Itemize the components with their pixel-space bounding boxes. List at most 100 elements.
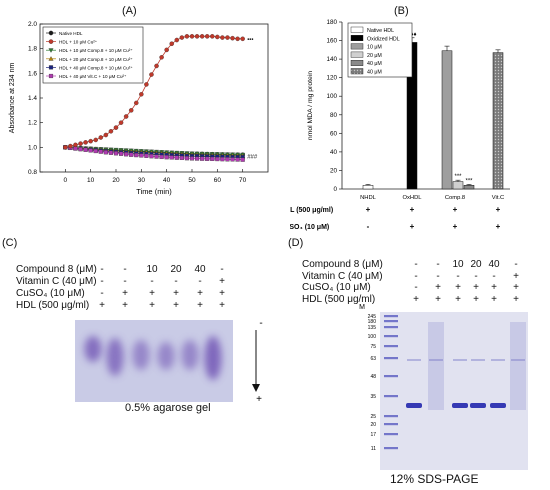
condition-value: + — [491, 282, 497, 293]
data-point — [154, 154, 159, 159]
data-point — [103, 150, 108, 155]
data-point — [123, 114, 129, 119]
condition-value: 10 — [146, 264, 158, 275]
condition-value: - — [198, 276, 202, 287]
data-point — [179, 35, 185, 40]
legend-swatch — [350, 26, 364, 33]
marker-size-label: 245 — [368, 314, 377, 320]
condition-value: + — [410, 205, 415, 214]
data-point — [139, 153, 144, 158]
x-tick-label: 0 — [64, 177, 68, 184]
legend-item: HDL + 10 μM Cu²⁺ — [46, 39, 98, 45]
data-point — [154, 63, 159, 69]
data-point — [88, 148, 93, 153]
data-point — [113, 125, 119, 130]
x-tick-label: OxHDL — [402, 195, 422, 201]
condition-value: - — [436, 259, 440, 270]
data-point — [48, 48, 54, 53]
smear-band — [510, 322, 526, 410]
bar-comp8 — [452, 181, 464, 190]
y-tick-label: 1.6 — [28, 70, 37, 77]
y-tick-label: 0.8 — [28, 169, 37, 176]
data-point — [225, 157, 230, 162]
marker-size-label: 63 — [370, 356, 376, 362]
condition-value: + — [435, 293, 441, 305]
condition-value: + — [122, 288, 128, 299]
line-chart-a: 0 10 20 30 40 50 60 70 0.8 1.0 1.2 1.4 1.6 1.8 2.0 Time… — [9, 21, 269, 196]
legend: Native HDL HDL + 10 μM Cu²⁺ HDL + 10 μM Co… — [42, 26, 144, 84]
condition-value: + — [99, 300, 105, 311]
data-point — [194, 156, 200, 161]
legend: Native HDL Oxidized HDL 10 μM 20 μM 40 μM 40 … — [347, 22, 413, 78]
condition-value: - — [123, 276, 127, 287]
data-point — [164, 155, 169, 160]
condition-value: + — [473, 282, 479, 293]
condition-value: - — [174, 276, 178, 287]
condition-value: 40 — [194, 264, 206, 275]
legend-swatch — [350, 43, 364, 50]
data-point — [220, 35, 225, 40]
data-point — [215, 34, 220, 40]
marker-band — [384, 326, 398, 329]
x-tick-label: 20 — [112, 177, 120, 184]
data-point — [83, 140, 88, 145]
condition-value: + — [453, 205, 458, 214]
legend-label: 20 μM — [367, 53, 382, 59]
y-tick-label: 120 — [326, 75, 337, 82]
marker-band — [384, 320, 398, 323]
data-point — [48, 30, 54, 36]
panel-b-label: (B) — [394, 5, 409, 17]
condition-value: + — [197, 300, 203, 311]
faint-band — [407, 359, 421, 361]
data-point — [240, 36, 245, 42]
panel-d-label: (D) — [288, 237, 304, 249]
apoA-I-band — [452, 403, 468, 408]
gel-band — [106, 338, 124, 376]
condition-value: + — [473, 293, 479, 305]
data-point — [103, 132, 109, 138]
x-tick-label: 70 — [239, 177, 247, 184]
legend-label: Oxidized HDL — [367, 36, 400, 42]
data-point — [93, 137, 99, 143]
condition-value: - — [123, 264, 127, 275]
data-point — [169, 41, 175, 47]
marker-band — [384, 423, 398, 426]
marker-band — [384, 357, 398, 360]
faint-band — [491, 359, 505, 361]
condition-value: + — [455, 293, 461, 305]
data-point — [118, 151, 124, 156]
data-point — [205, 156, 210, 161]
faint-band — [453, 359, 467, 361]
data-point — [48, 56, 54, 61]
data-point — [133, 100, 139, 106]
data-point — [235, 36, 240, 42]
condition-value: + — [513, 270, 519, 282]
condition-value: - — [220, 264, 224, 275]
data-point — [118, 120, 124, 125]
legend-item: Native HDL — [46, 30, 83, 36]
marker-band — [384, 345, 398, 348]
data-point — [73, 146, 78, 151]
condition-label: CuSO₄ (10 μM) — [302, 282, 371, 293]
data-point — [63, 145, 68, 150]
legend-swatch — [350, 51, 364, 58]
y-tick-label: 1.2 — [28, 120, 37, 127]
marker-band — [384, 415, 398, 418]
condition-value: + — [173, 300, 179, 311]
data-point — [144, 82, 149, 87]
significance-mark: *** — [454, 174, 462, 180]
legend-item: Native HDL — [350, 26, 394, 34]
legend-item: HDL + 40 μM Vit.C + 10 μM Cu²⁺ — [46, 73, 127, 79]
marker-size-label: 11 — [371, 446, 376, 452]
y-tick-label: 180 — [326, 19, 337, 26]
data-point — [169, 155, 174, 160]
polarity-negative: - — [259, 318, 262, 329]
y-tick-label: 40 — [330, 149, 338, 156]
x-tick-label: 30 — [138, 177, 146, 184]
data-point — [210, 156, 215, 162]
legend-item: HDL + 40 μM Comp.8 + 10 μM Cu²⁺ — [46, 65, 133, 70]
legend-item: HDL + 20 μM Comp.8 + 10 μM Cu²⁺ — [46, 56, 133, 62]
data-point — [108, 129, 114, 134]
y-axis-label: Absorbance at 234 nm — [9, 63, 16, 134]
data-point — [93, 148, 98, 154]
